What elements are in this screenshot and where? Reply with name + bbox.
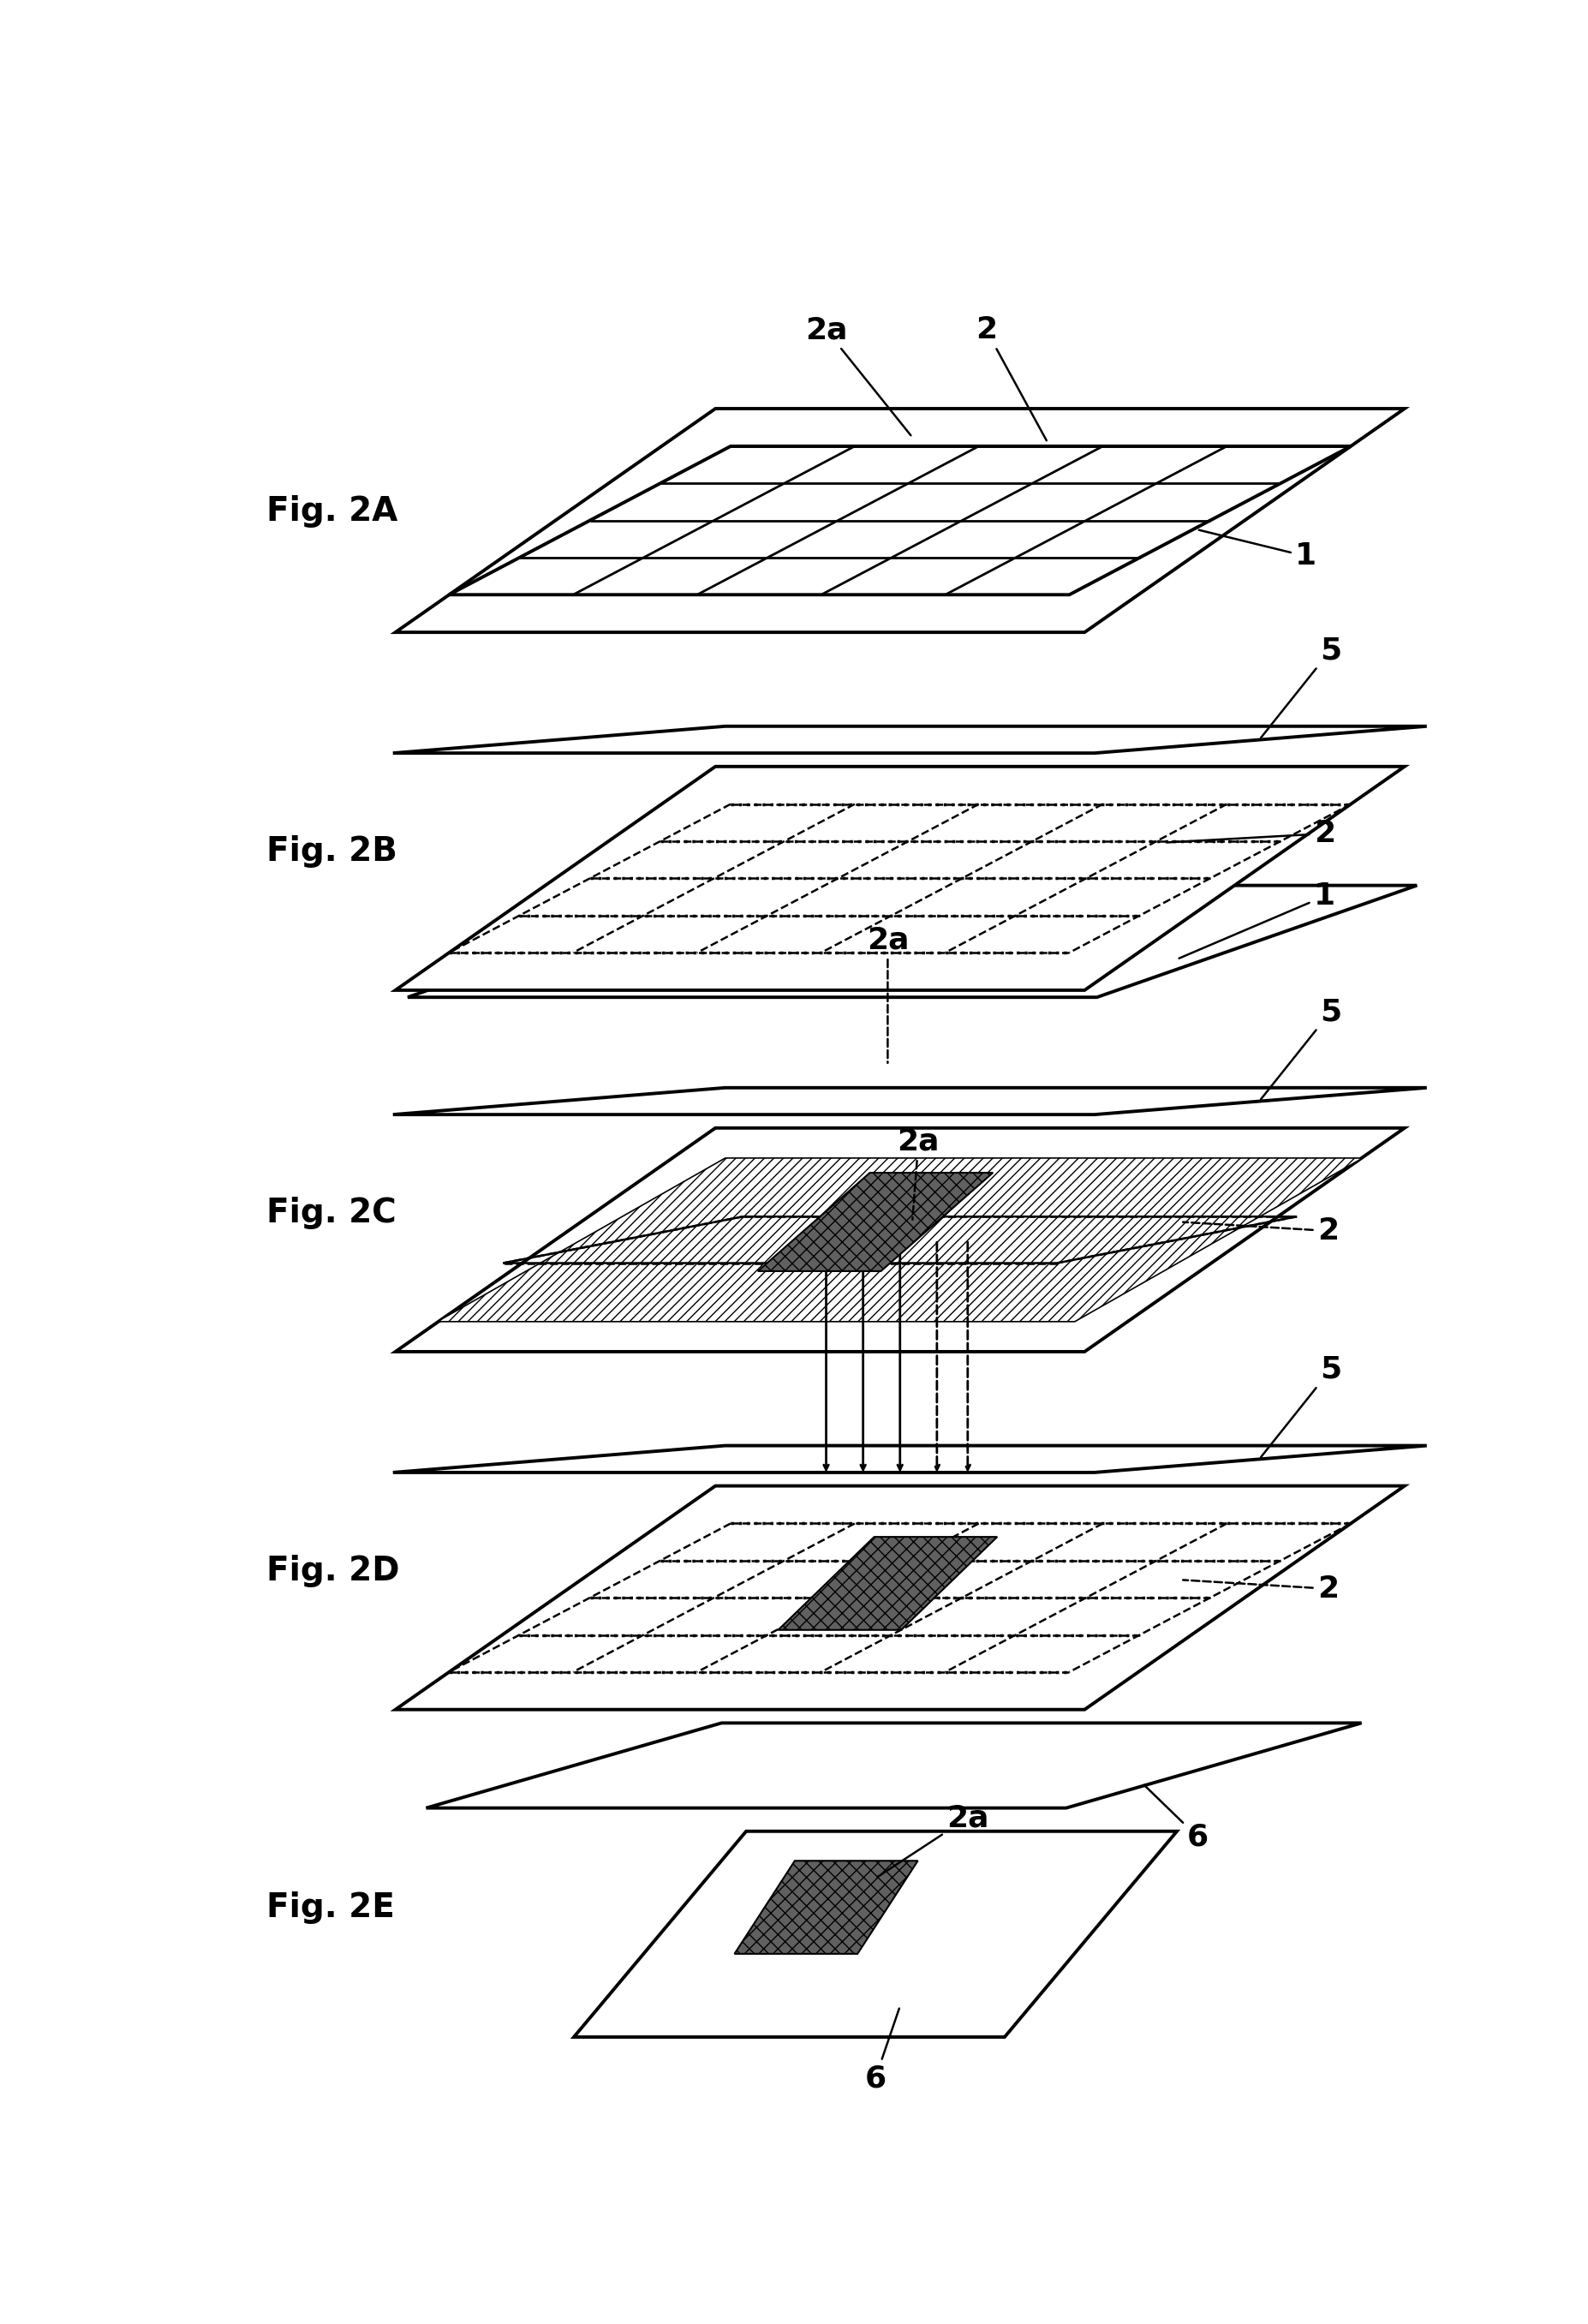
Text: Fig. 2A: Fig. 2A bbox=[267, 495, 397, 528]
Text: 2a: 2a bbox=[805, 316, 912, 435]
Text: Fig. 2C: Fig. 2C bbox=[267, 1197, 395, 1229]
Polygon shape bbox=[573, 1831, 1177, 2038]
Polygon shape bbox=[778, 1536, 997, 1629]
Text: 2: 2 bbox=[1167, 818, 1336, 848]
Text: 5: 5 bbox=[1261, 997, 1342, 1099]
Text: 5: 5 bbox=[1261, 637, 1342, 737]
Text: 2: 2 bbox=[1183, 1215, 1339, 1246]
Text: 5: 5 bbox=[1261, 1355, 1342, 1457]
Text: 1: 1 bbox=[1199, 530, 1316, 572]
Polygon shape bbox=[395, 409, 1404, 632]
Polygon shape bbox=[392, 725, 1426, 753]
Text: 2: 2 bbox=[975, 316, 1046, 442]
Text: 2a: 2a bbox=[878, 1803, 989, 1878]
Text: 1: 1 bbox=[1180, 881, 1336, 957]
Polygon shape bbox=[392, 1088, 1426, 1116]
Polygon shape bbox=[395, 1127, 1404, 1353]
Text: 6: 6 bbox=[864, 2008, 899, 2094]
Polygon shape bbox=[757, 1174, 992, 1271]
Text: 2a: 2a bbox=[897, 1127, 940, 1220]
Text: 2: 2 bbox=[1183, 1573, 1339, 1604]
Polygon shape bbox=[437, 1157, 1363, 1322]
Polygon shape bbox=[735, 1862, 918, 1954]
Polygon shape bbox=[392, 1446, 1426, 1473]
Polygon shape bbox=[408, 885, 1416, 997]
Text: Fig. 2E: Fig. 2E bbox=[267, 1892, 394, 1924]
Text: 6: 6 bbox=[1145, 1785, 1208, 1852]
Polygon shape bbox=[449, 446, 1351, 595]
Polygon shape bbox=[395, 1485, 1404, 1710]
Text: 2a: 2a bbox=[867, 925, 908, 1062]
Text: Fig. 2D: Fig. 2D bbox=[267, 1555, 399, 1587]
Polygon shape bbox=[395, 767, 1404, 990]
Text: Fig. 2B: Fig. 2B bbox=[267, 834, 397, 867]
Polygon shape bbox=[426, 1722, 1361, 1808]
